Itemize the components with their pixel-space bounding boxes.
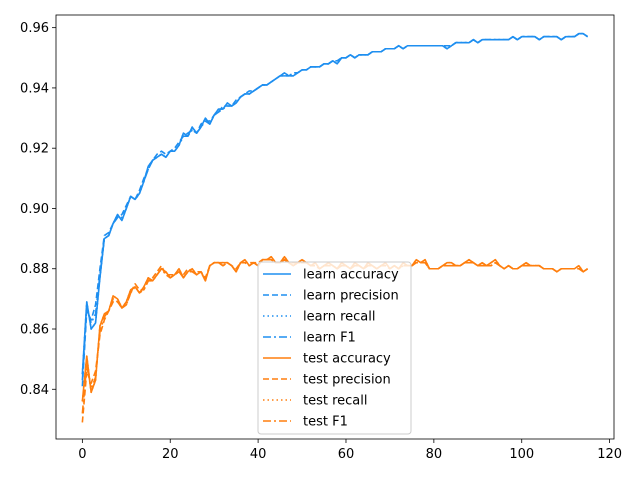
- axes: 0 20 40 60 80 100 120 0.84 0.86 0.88 0.90 0.92 0.94 0…: [20, 14, 622, 462]
- series-line-learn-f1: [81, 32, 589, 381]
- y-tick-label: 0.88: [20, 262, 49, 277]
- legend-label: test accuracy: [303, 352, 391, 367]
- y-tick-label: 0.94: [20, 81, 49, 96]
- x-tick-label: 0: [78, 447, 86, 462]
- x-tick-label: 100: [509, 447, 534, 462]
- x-tick-label: 60: [338, 447, 355, 462]
- y-tick-label: 0.96: [20, 21, 49, 36]
- axes-frame: [55, 14, 615, 440]
- legend-box: [257, 261, 412, 435]
- x-tick-label: 40: [250, 447, 267, 462]
- legend-label: test F1: [303, 415, 348, 430]
- y-tick-label: 0.84: [20, 383, 49, 398]
- y-tick-label: 0.90: [20, 202, 49, 217]
- legend-label: learn F1: [303, 331, 356, 346]
- x-tick-label: 80: [426, 447, 443, 462]
- x-tick-label: 120: [597, 447, 622, 462]
- legend: learn accuracy learn precision learn recal…: [257, 261, 412, 435]
- x-tick-label: 20: [162, 447, 179, 462]
- series-line-test-f1: [81, 258, 589, 414]
- legend-label: test recall: [303, 394, 368, 409]
- legend-label: learn accuracy: [303, 268, 399, 283]
- legend-label: test precision: [303, 373, 391, 388]
- y-tick-label: 0.92: [20, 142, 49, 157]
- legend-label: learn recall: [303, 310, 375, 325]
- y-tick-label: 0.86: [20, 323, 49, 338]
- legend-label: learn precision: [303, 289, 399, 304]
